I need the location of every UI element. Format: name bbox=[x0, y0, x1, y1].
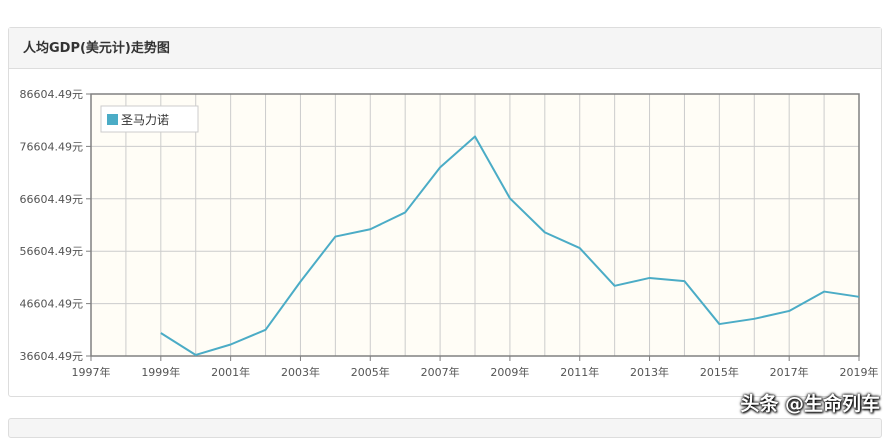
gdp-line-chart: 36604.49元 46604.49元 56604.49元 66604.49元 7660… bbox=[20, 88, 879, 379]
y-tick-label: 36604.49元 bbox=[20, 350, 84, 363]
plot-border bbox=[90, 93, 860, 357]
legend[interactable]: 圣马力诺 bbox=[100, 105, 199, 133]
x-tick-label: 1999年 bbox=[141, 365, 180, 379]
y-tick-label: 86604.49元 bbox=[20, 88, 84, 101]
y-tick-labels: 36604.49元 46604.49元 56604.49元 66604.49元 7660… bbox=[20, 88, 84, 363]
y-tick-label: 76604.49元 bbox=[20, 140, 84, 153]
x-tick-label: 2019年 bbox=[840, 365, 879, 379]
y-tick-label: 46604.49元 bbox=[20, 298, 84, 311]
y-tick-label: 56604.49元 bbox=[20, 245, 84, 258]
x-tick-labels: 1997年 1999年 2001年 2003年 2005年 2007年 2009年 2011年… bbox=[72, 365, 879, 379]
x-tick-label: 2009年 bbox=[490, 365, 529, 379]
x-tick-label: 2013年 bbox=[630, 365, 669, 379]
x-tick-label: 1997年 bbox=[72, 365, 111, 379]
x-tick-label: 2015年 bbox=[700, 365, 739, 379]
x-tick-label: 2017年 bbox=[770, 365, 809, 379]
x-tick-label: 2011年 bbox=[560, 365, 599, 379]
x-tick-label: 2003年 bbox=[281, 365, 320, 379]
grid-lines bbox=[90, 93, 860, 357]
legend-entry[interactable]: 圣马力诺 bbox=[121, 113, 169, 127]
y-tick-label: 66604.49元 bbox=[20, 193, 84, 206]
x-tick-label: 2005年 bbox=[351, 365, 390, 379]
x-tick-label: 2007年 bbox=[421, 365, 460, 379]
watermark: 头条 @生命列车 bbox=[740, 393, 880, 415]
series-group bbox=[160, 135, 860, 356]
series-line bbox=[160, 135, 860, 356]
panel-title: 人均GDP(美元计)走势图 bbox=[9, 28, 881, 69]
legend-swatch bbox=[107, 114, 118, 125]
x-tick-label: 2001年 bbox=[211, 365, 250, 379]
axes bbox=[86, 93, 860, 361]
